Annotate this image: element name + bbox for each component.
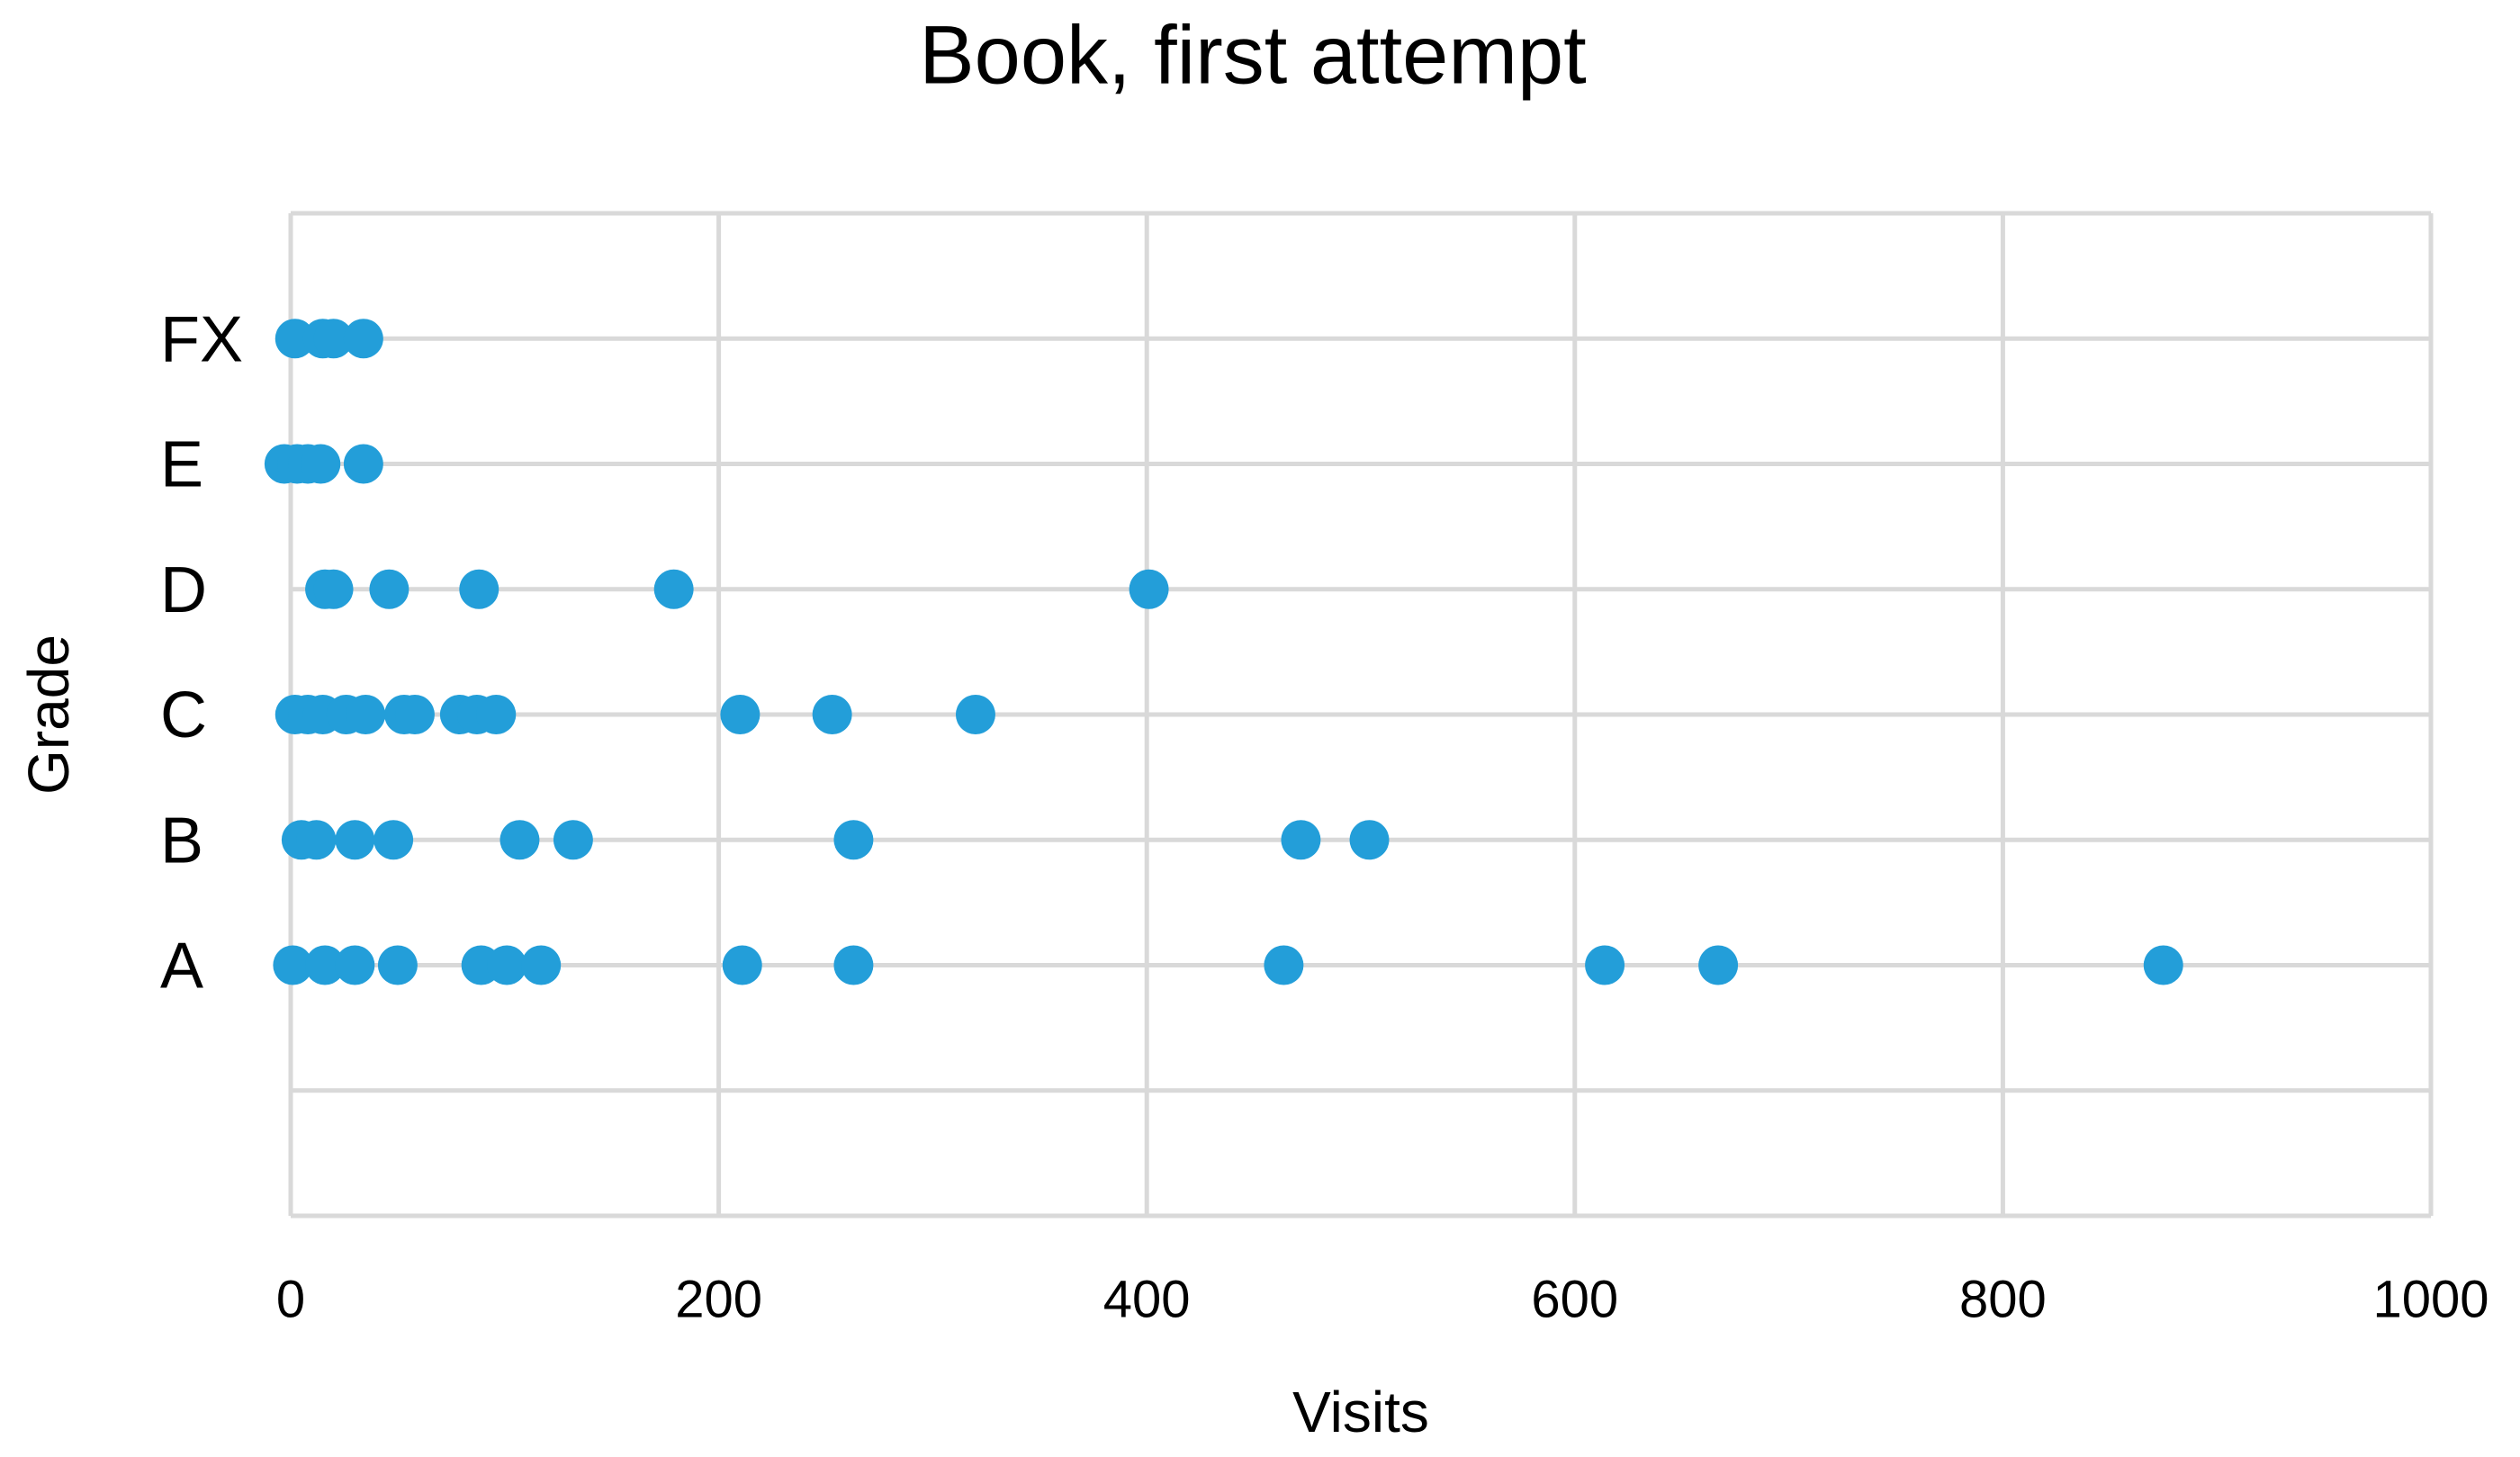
x-tick-label: 1000 — [2372, 1270, 2488, 1328]
point — [722, 945, 762, 985]
point — [1585, 945, 1625, 985]
point — [394, 695, 435, 734]
point — [833, 945, 874, 985]
point — [273, 945, 313, 985]
point — [274, 319, 315, 359]
point — [459, 569, 500, 609]
point — [369, 569, 410, 609]
point — [1349, 820, 1390, 860]
y-tick-label: D — [160, 554, 207, 626]
point — [476, 695, 517, 734]
x-axis-title: Visits — [1292, 1380, 1429, 1444]
y-tick-label: E — [160, 429, 203, 501]
x-tick-label: 800 — [1959, 1270, 2047, 1328]
y-tick-label: A — [160, 931, 203, 1003]
point — [955, 695, 995, 734]
point — [1281, 820, 1321, 860]
x-tick-label: 0 — [276, 1270, 305, 1328]
point — [720, 695, 760, 734]
point — [833, 820, 874, 860]
y-tick-label: FX — [160, 303, 243, 375]
point — [500, 820, 540, 860]
point — [521, 945, 562, 985]
x-tick-label: 200 — [675, 1270, 762, 1328]
point — [1698, 945, 1739, 985]
point — [296, 820, 337, 860]
y-tick-label: B — [160, 805, 203, 877]
point — [313, 319, 354, 359]
point — [374, 820, 414, 860]
point — [553, 820, 593, 860]
point — [1264, 945, 1304, 985]
y-tick-label: C — [160, 679, 207, 751]
point — [1129, 569, 1169, 609]
point — [313, 569, 354, 609]
point — [377, 945, 418, 985]
point — [812, 695, 852, 734]
point — [346, 695, 386, 734]
point — [487, 945, 527, 985]
point — [343, 319, 383, 359]
point — [2143, 945, 2183, 985]
x-tick-label: 600 — [1531, 1270, 1618, 1328]
point — [305, 945, 346, 985]
point — [335, 945, 375, 985]
point — [301, 444, 341, 484]
point — [335, 820, 375, 860]
y-axis-title: Grade — [16, 634, 81, 795]
point — [653, 569, 694, 609]
point — [343, 444, 383, 484]
chart-title: Book, first attempt — [919, 9, 1586, 101]
x-tick-label: 400 — [1103, 1270, 1191, 1328]
